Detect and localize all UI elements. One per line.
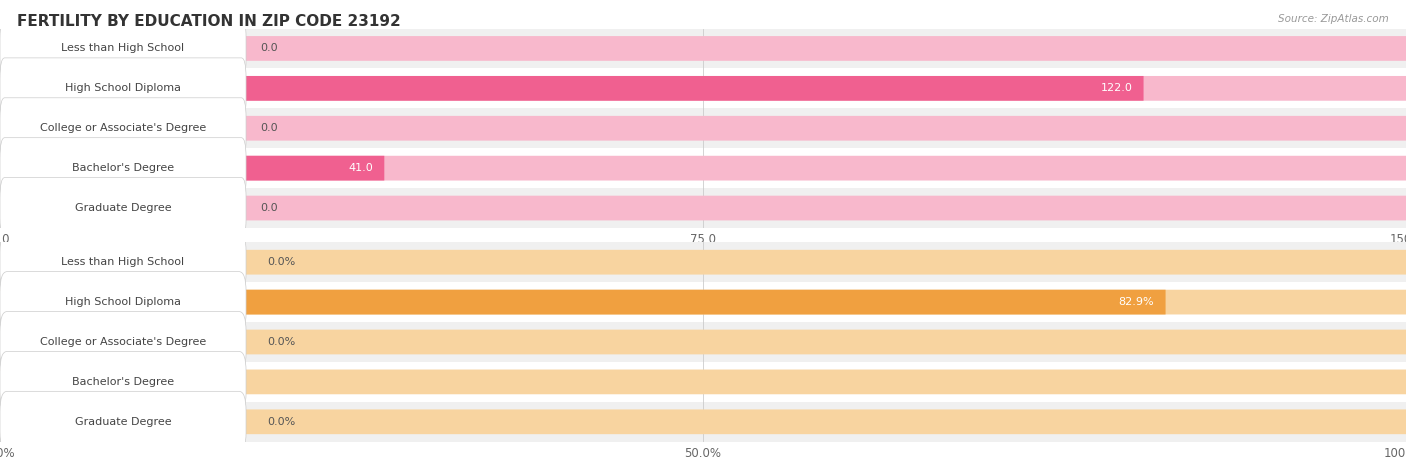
Text: 82.9%: 82.9% (1119, 297, 1154, 307)
Text: 0.0: 0.0 (260, 123, 278, 133)
Bar (0, 362, 1406, 402)
Bar (0, 28, 1406, 68)
Text: 17.1%: 17.1% (194, 377, 229, 387)
Text: Graduate Degree: Graduate Degree (75, 417, 172, 427)
FancyBboxPatch shape (0, 36, 1406, 61)
FancyBboxPatch shape (0, 312, 246, 372)
Text: 0.0: 0.0 (260, 43, 278, 54)
FancyBboxPatch shape (0, 58, 246, 119)
Text: FERTILITY BY EDUCATION IN ZIP CODE 23192: FERTILITY BY EDUCATION IN ZIP CODE 23192 (17, 14, 401, 29)
Text: 0.0%: 0.0% (267, 337, 295, 347)
FancyBboxPatch shape (0, 272, 246, 332)
Text: Bachelor's Degree: Bachelor's Degree (72, 377, 174, 387)
Text: Source: ZipAtlas.com: Source: ZipAtlas.com (1278, 14, 1389, 24)
FancyBboxPatch shape (0, 352, 246, 412)
FancyBboxPatch shape (0, 370, 240, 394)
FancyBboxPatch shape (0, 76, 1406, 101)
Text: 41.0: 41.0 (349, 163, 373, 173)
Text: Graduate Degree: Graduate Degree (75, 203, 172, 213)
Bar (0, 148, 1406, 188)
Text: Less than High School: Less than High School (62, 43, 184, 54)
Text: 122.0: 122.0 (1101, 83, 1132, 94)
FancyBboxPatch shape (0, 98, 246, 159)
FancyBboxPatch shape (0, 178, 246, 238)
Text: 0.0%: 0.0% (267, 257, 295, 267)
FancyBboxPatch shape (0, 196, 1406, 220)
Text: Less than High School: Less than High School (62, 257, 184, 267)
FancyBboxPatch shape (0, 250, 1406, 275)
FancyBboxPatch shape (0, 18, 246, 79)
FancyBboxPatch shape (0, 330, 1406, 354)
Text: College or Associate's Degree: College or Associate's Degree (39, 337, 207, 347)
FancyBboxPatch shape (0, 156, 1406, 180)
Bar (0, 282, 1406, 322)
Bar (0, 322, 1406, 362)
FancyBboxPatch shape (0, 290, 1406, 314)
FancyBboxPatch shape (0, 138, 246, 199)
FancyBboxPatch shape (0, 116, 1406, 141)
FancyBboxPatch shape (0, 391, 246, 452)
Text: High School Diploma: High School Diploma (65, 83, 181, 94)
Bar (0, 402, 1406, 442)
Text: 0.0: 0.0 (260, 203, 278, 213)
Bar (0, 108, 1406, 148)
Text: College or Associate's Degree: College or Associate's Degree (39, 123, 207, 133)
Bar (0, 242, 1406, 282)
Text: 0.0%: 0.0% (267, 417, 295, 427)
Bar (0, 68, 1406, 108)
Text: High School Diploma: High School Diploma (65, 297, 181, 307)
FancyBboxPatch shape (0, 409, 1406, 434)
FancyBboxPatch shape (0, 290, 1166, 314)
FancyBboxPatch shape (0, 232, 246, 293)
FancyBboxPatch shape (0, 76, 1143, 101)
FancyBboxPatch shape (0, 156, 384, 180)
FancyBboxPatch shape (0, 370, 1406, 394)
Bar (0, 188, 1406, 228)
Text: Bachelor's Degree: Bachelor's Degree (72, 163, 174, 173)
